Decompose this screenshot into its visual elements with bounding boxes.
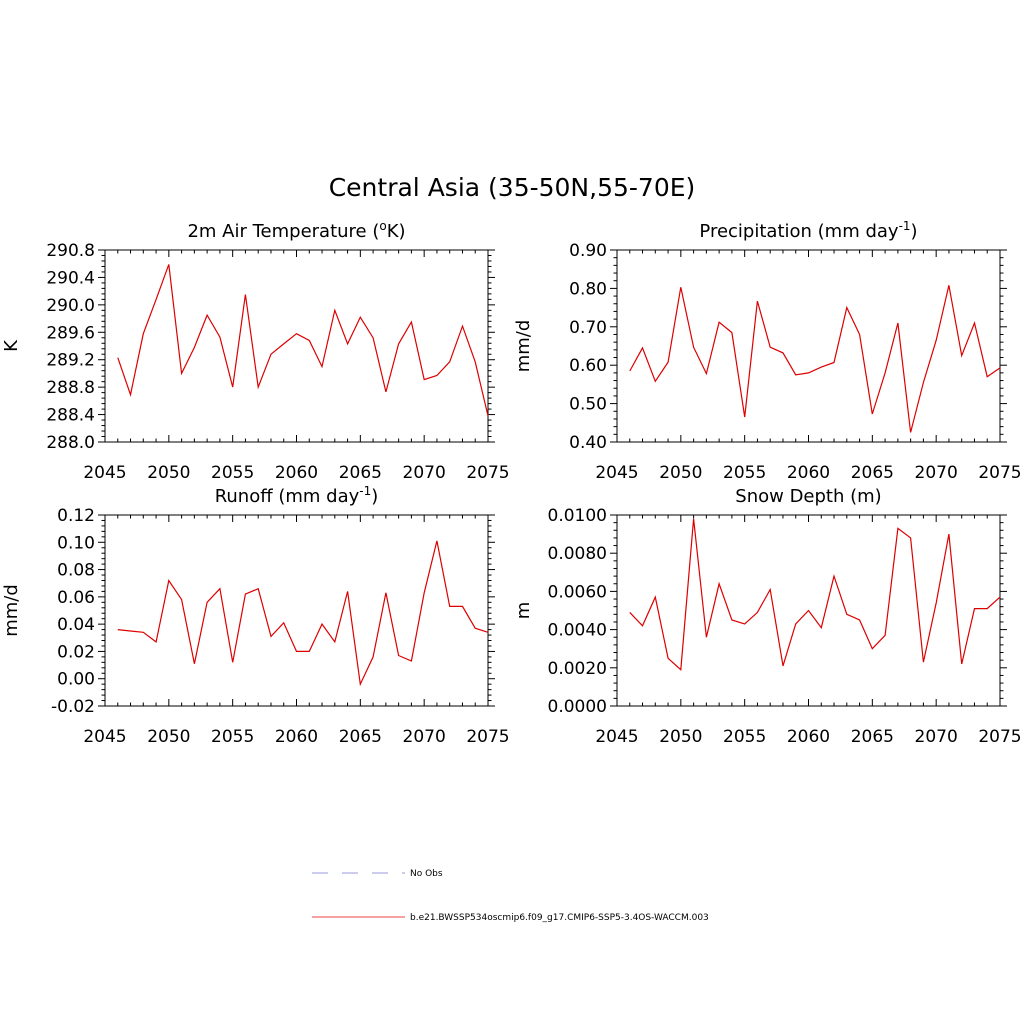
panel-title: Runoff (mm day-1) <box>215 484 379 507</box>
x-tick-label: 2050 <box>659 463 702 483</box>
y-tick-label: 288.8 <box>46 378 95 398</box>
y-tick-label: 0.06 <box>57 588 95 608</box>
series-line <box>629 285 1001 433</box>
y-tick-label: 290.8 <box>46 241 95 261</box>
y-tick-label: 0.08 <box>57 561 95 581</box>
y-tick-label: 0.90 <box>569 241 607 261</box>
x-tick-label: 2045 <box>83 727 126 747</box>
y-tick-label: 0.50 <box>569 395 607 415</box>
legend-label-no-obs: No Obs <box>410 869 443 879</box>
x-tick-label: 2060 <box>787 463 830 483</box>
x-tick-label: 2050 <box>147 727 190 747</box>
x-tick-label: 2075 <box>466 463 509 483</box>
x-tick-label: 2070 <box>403 463 446 483</box>
x-tick-label: 2075 <box>978 727 1021 747</box>
panel-snow_depth: 2045 2050 2055 2060 2065 2070 2075 0.0000 0.0020… <box>513 486 1022 747</box>
y-axis-label: mm/d <box>513 320 534 373</box>
y-tick-label: 290.0 <box>46 296 95 316</box>
panel-precipitation: 2045 2050 2055 2060 2065 2070 2075 0.40 0.50 0.60… <box>513 219 1022 483</box>
y-tick-label: 0.12 <box>57 506 95 526</box>
chart-panels: 2045 2050 2055 2060 2065 2070 2075 288.0 288.4 28… <box>1 219 1022 747</box>
x-tick-label: 2045 <box>595 727 638 747</box>
x-tick-label: 2045 <box>595 463 638 483</box>
y-tick-label: 0.0040 <box>548 621 607 641</box>
y-tick-label: 0.02 <box>57 642 95 662</box>
x-tick-label: 2075 <box>978 463 1021 483</box>
legend-label-model: b.e21.BWSSP534oscmip6.f09_g17.CMIP6-SSP5… <box>410 913 709 923</box>
y-tick-label: 0.10 <box>57 533 95 553</box>
y-tick-label: 289.6 <box>46 323 95 343</box>
x-tick-label: 2065 <box>339 463 382 483</box>
main-title: Central Asia (35-50N,55-70E) <box>329 173 696 202</box>
y-axis-label: K <box>1 339 22 352</box>
x-tick-label: 2075 <box>466 727 509 747</box>
x-tick-label: 2065 <box>339 727 382 747</box>
y-tick-label: 290.4 <box>46 268 95 288</box>
y-tick-label: 0.0000 <box>548 697 607 717</box>
x-tick-label: 2055 <box>211 727 254 747</box>
y-tick-label: 0.00 <box>57 670 95 690</box>
x-tick-label: 2065 <box>851 727 894 747</box>
x-tick-label: 2045 <box>83 463 126 483</box>
y-tick-label: 0.0080 <box>548 544 607 564</box>
y-axis-label: m <box>513 602 534 620</box>
x-tick-label: 2055 <box>723 463 766 483</box>
y-tick-label: 0.0020 <box>548 659 607 679</box>
y-tick-label: -0.02 <box>51 697 95 717</box>
panel-temperature: 2045 2050 2055 2060 2065 2070 2075 288.0 288.4 28… <box>1 219 510 483</box>
panel-title: Snow Depth (m) <box>735 486 881 507</box>
x-tick-label: 2070 <box>915 727 958 747</box>
x-tick-label: 2060 <box>275 463 318 483</box>
y-tick-label: 0.0100 <box>548 506 607 526</box>
y-tick-label: 288.0 <box>46 433 95 453</box>
series-line <box>629 518 1001 671</box>
y-tick-label: 288.4 <box>46 406 95 426</box>
panel-title: 2m Air Temperature (oK) <box>187 219 405 242</box>
x-tick-label: 2050 <box>659 727 702 747</box>
panel-runoff: 2045 2050 2055 2060 2065 2070 2075 -0.02 0.00 0.0… <box>1 484 510 747</box>
y-axis-label: mm/d <box>1 584 22 637</box>
y-tick-label: 0.0060 <box>548 582 607 602</box>
x-tick-label: 2055 <box>211 463 254 483</box>
panel-title: Precipitation (mm day-1) <box>699 219 917 242</box>
x-tick-label: 2070 <box>915 463 958 483</box>
x-tick-label: 2060 <box>275 727 318 747</box>
legend: No Obs b.e21.BWSSP534oscmip6.f09_g17.CMI… <box>312 869 709 923</box>
y-tick-label: 0.40 <box>569 433 607 453</box>
y-tick-label: 0.80 <box>569 279 607 299</box>
series-line <box>117 264 489 417</box>
y-tick-label: 0.04 <box>57 615 95 635</box>
y-tick-label: 0.70 <box>569 318 607 338</box>
x-tick-label: 2055 <box>723 727 766 747</box>
x-tick-label: 2050 <box>147 463 190 483</box>
y-tick-label: 289.2 <box>46 351 95 371</box>
y-tick-label: 0.60 <box>569 356 607 376</box>
series-line <box>117 540 489 687</box>
x-tick-label: 2070 <box>403 727 446 747</box>
x-tick-label: 2065 <box>851 463 894 483</box>
x-tick-label: 2060 <box>787 727 830 747</box>
